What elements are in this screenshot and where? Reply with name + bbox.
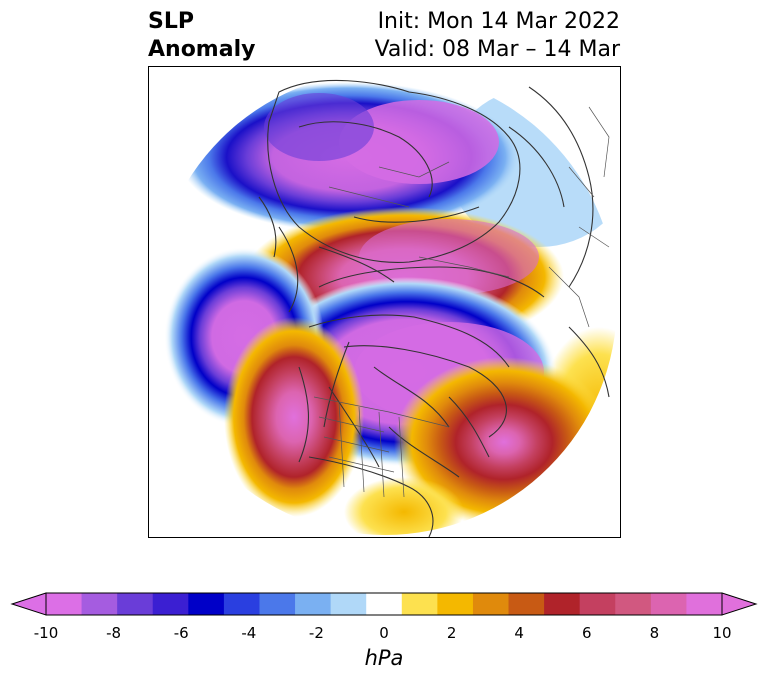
anomaly-map — [148, 66, 621, 538]
colorbar-tick-label: -8 — [106, 624, 122, 642]
colorbar-bin — [152, 593, 189, 615]
colorbar-bin — [223, 593, 260, 615]
map-canvas — [164, 79, 617, 537]
colorbar-bin — [508, 593, 545, 615]
colorbar-bin — [117, 593, 154, 615]
colorbar-tick-label: 8 — [649, 624, 660, 642]
colorbar-tick-label: -10 — [33, 624, 59, 642]
colorbar-extend-max — [721, 592, 758, 616]
colorbar-bin — [615, 593, 652, 615]
colorbar — [10, 592, 758, 616]
colorbar-tick-label: -6 — [173, 624, 189, 642]
colorbar-tick-label: 0 — [379, 624, 389, 642]
colorbar-bin — [401, 593, 438, 615]
colorbar-bin — [437, 593, 474, 615]
colorbar-bin — [46, 593, 83, 615]
colorbar-unit: hPa — [364, 646, 404, 670]
colorbar-bin — [650, 593, 687, 615]
title-variable: SLP — [148, 9, 194, 34]
init-date: Init: Mon 14 Mar 2022 — [377, 9, 620, 34]
anomaly-field — [164, 82, 617, 535]
colorbar-tick-label: 2 — [446, 624, 457, 642]
map-title: SLP Anomaly — [148, 8, 255, 64]
colorbar-bin — [366, 593, 403, 615]
high-western-na — [224, 317, 364, 517]
colorbar-bin — [330, 593, 367, 615]
title-product: Anomaly — [148, 37, 256, 62]
valid-range: Valid: 08 Mar – 14 Mar — [374, 37, 620, 62]
colorbar-bin — [188, 593, 225, 615]
country-borders — [313, 106, 610, 498]
coastlines — [258, 79, 610, 537]
colorbar-frame — [45, 592, 723, 616]
colorbar-extend-min — [10, 592, 47, 616]
colorbar-tick-label: 4 — [514, 624, 524, 642]
colorbar-bin — [472, 593, 510, 615]
colorbar-bin — [579, 593, 616, 615]
colorbar-tick-label: -4 — [241, 624, 257, 642]
colorbar-tick-label: 10 — [712, 624, 732, 642]
colorbar-bin — [544, 593, 581, 615]
colorbar-bin — [295, 593, 332, 615]
colorbar-bin — [686, 593, 723, 615]
colorbar-bin — [259, 593, 296, 615]
colorbar-tick-label: 6 — [582, 624, 592, 642]
colorbar-tick-label: -2 — [308, 624, 324, 642]
colorbar-bin — [81, 593, 118, 615]
map-dates: Init: Mon 14 Mar 2022 Valid: 08 Mar – 14… — [375, 8, 620, 64]
